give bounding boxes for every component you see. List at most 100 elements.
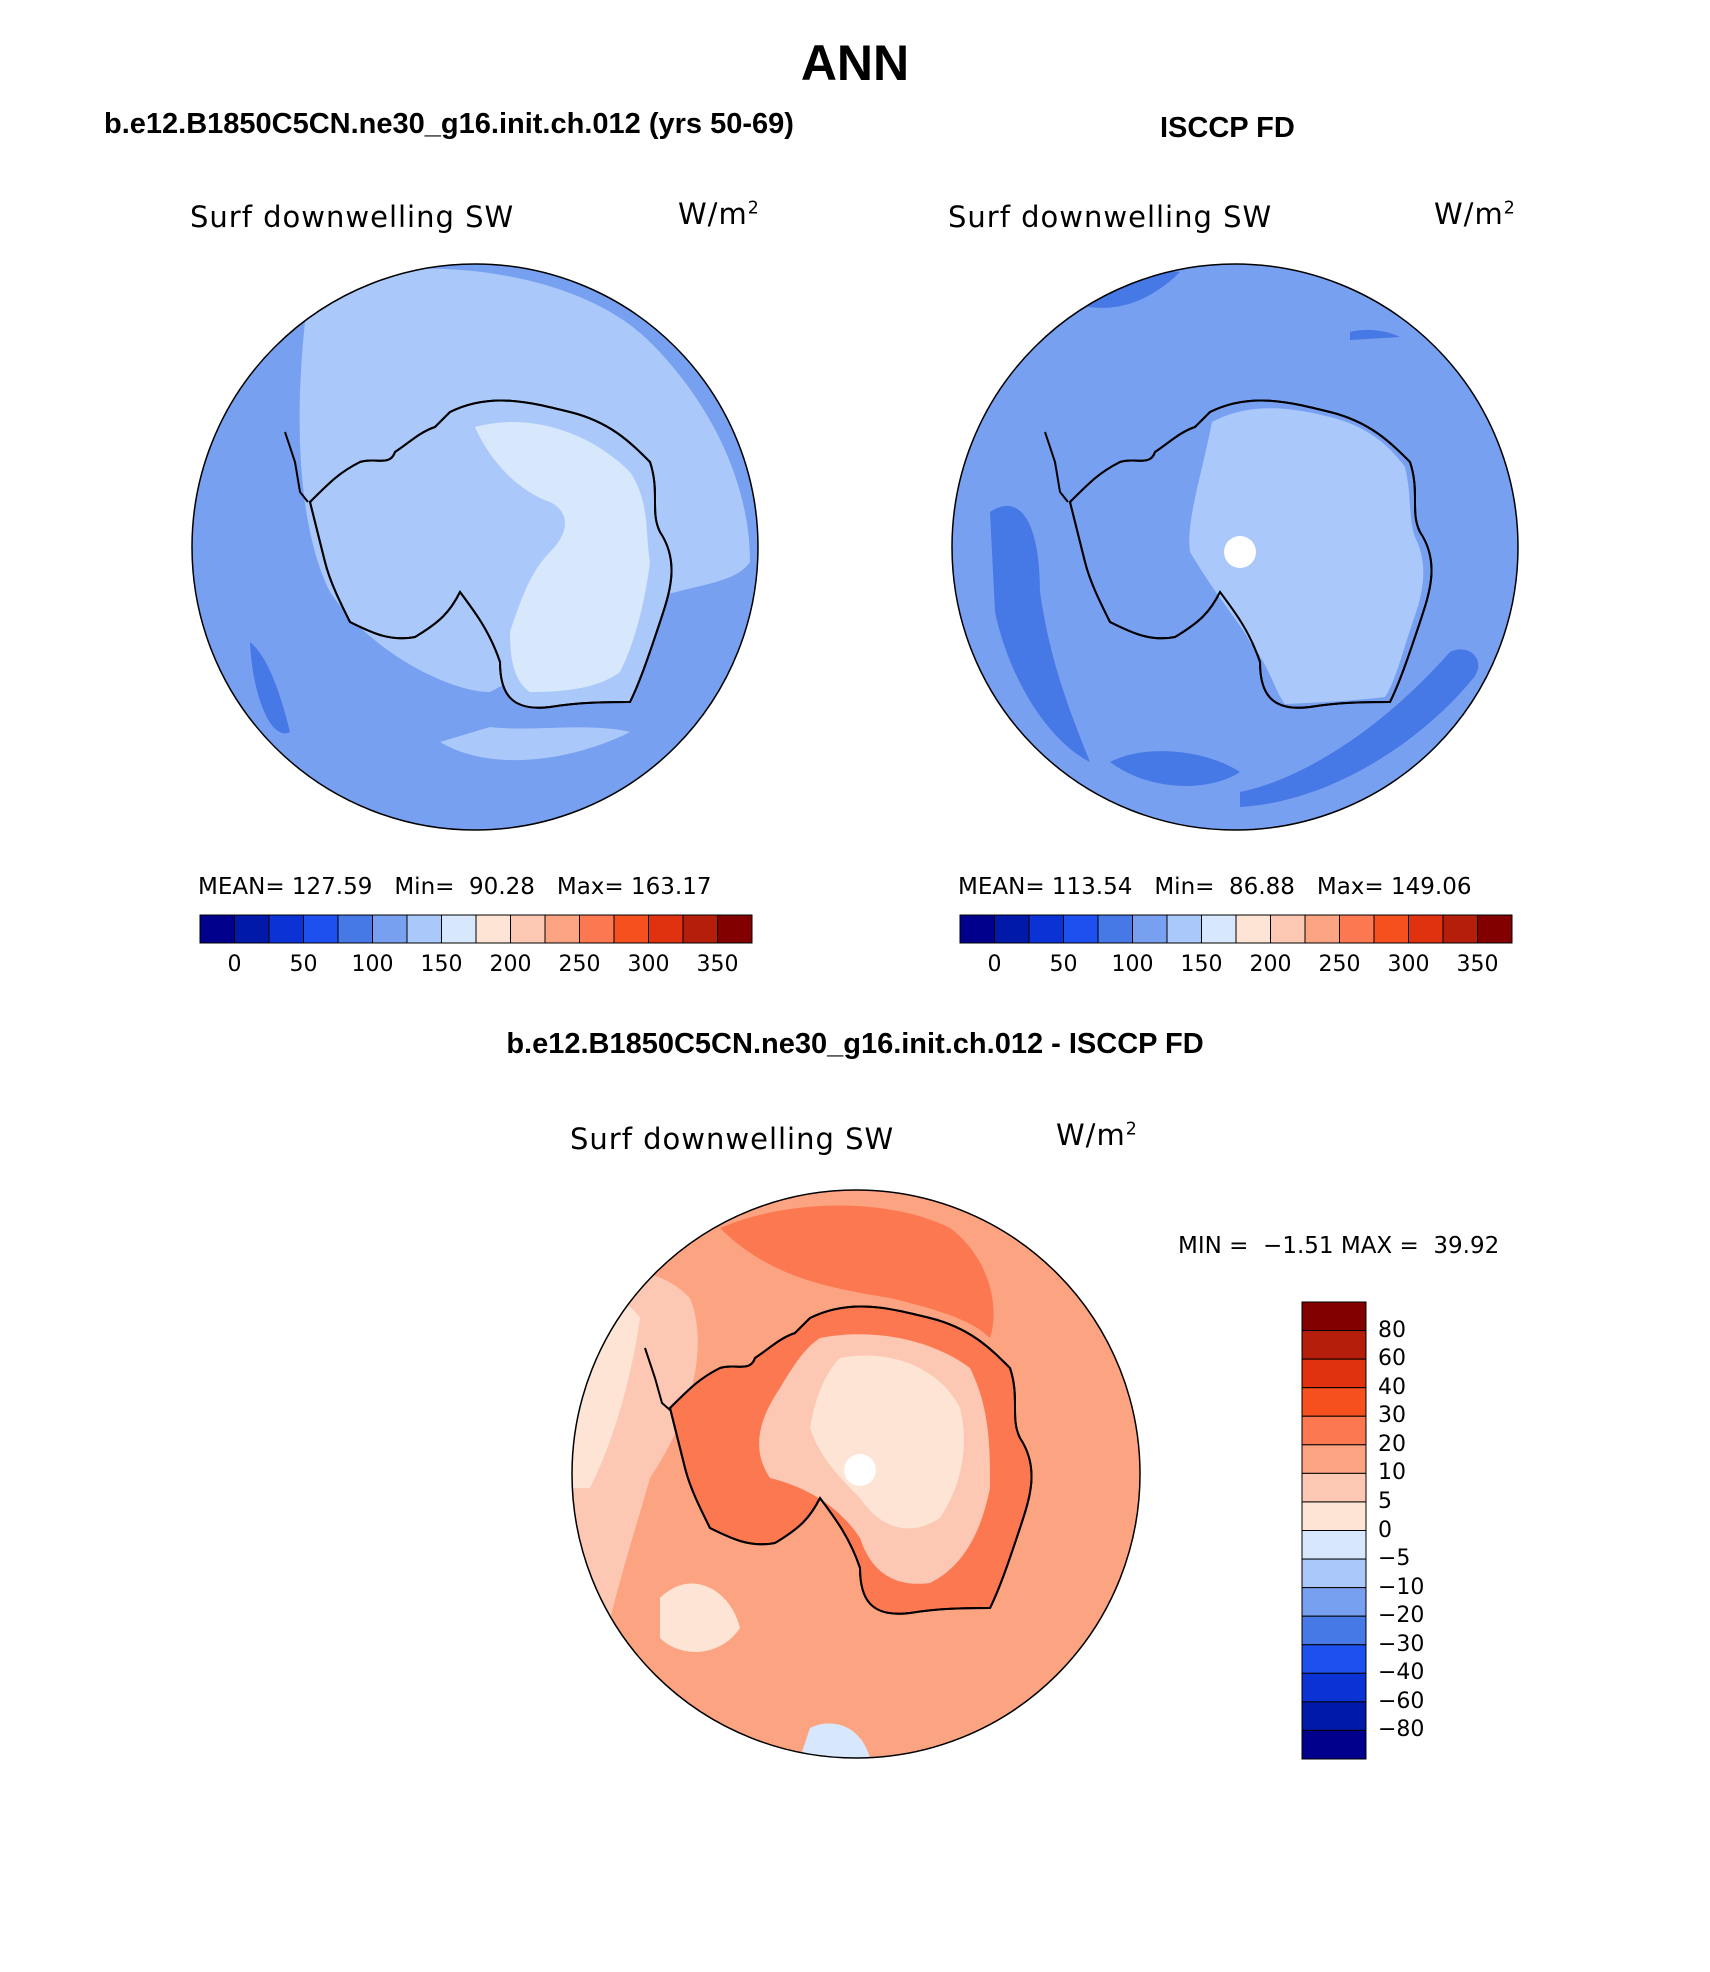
diff-colorbar-tick-label: 10 bbox=[1378, 1460, 1406, 1486]
diff-colorbar-swatch bbox=[1301, 1587, 1367, 1617]
model-colorbar-swatch bbox=[579, 914, 615, 944]
model-map bbox=[191, 263, 759, 831]
diff-colorbar-tick-label: −5 bbox=[1378, 1546, 1411, 1572]
obs-colorbar-tick-label: 200 bbox=[1249, 952, 1292, 977]
obs-colorbar-swatch bbox=[1235, 914, 1271, 944]
model-colorbar-swatch bbox=[682, 914, 718, 944]
obs-colorbar-tick-label: 100 bbox=[1111, 952, 1154, 977]
obs-colorbar-swatch bbox=[994, 914, 1030, 944]
obs-colorbar bbox=[959, 914, 1513, 944]
model-colorbar-swatch bbox=[613, 914, 649, 944]
diff-colorbar-swatch bbox=[1301, 1301, 1367, 1332]
obs-colorbar-tick-label: 150 bbox=[1180, 952, 1223, 977]
obs-colorbar-swatch bbox=[1408, 914, 1444, 944]
model-colorbar-swatch bbox=[372, 914, 408, 944]
diff-colorbar-ticks: 80 60 40 30 20 10 5 0 −5 −10 −20 −30 −40 −60 −80 bbox=[1378, 1302, 1458, 1761]
diff-colorbar-swatch bbox=[1301, 1558, 1367, 1589]
model-colorbar-swatch bbox=[510, 914, 546, 944]
model-colorbar-swatch bbox=[406, 914, 442, 944]
diff-colorbar-swatch bbox=[1301, 1701, 1367, 1731]
diff-colorbar-tick-label: −30 bbox=[1378, 1631, 1425, 1657]
obs-colorbar-swatch bbox=[1373, 914, 1409, 944]
diff-colorbar-tick-label: 60 bbox=[1378, 1346, 1406, 1372]
obs-colorbar-tick-label: 300 bbox=[1387, 952, 1430, 977]
obs-colorbar-swatch bbox=[1477, 914, 1513, 944]
model-interior-high bbox=[475, 422, 650, 692]
diff-colorbar-swatch bbox=[1301, 1415, 1367, 1446]
diff-heading: b.e12.B1850C5CN.ne30_g16.init.ch.012 - I… bbox=[506, 1028, 1204, 1060]
diff-colorbar-tick-label: 30 bbox=[1378, 1403, 1406, 1429]
model-colorbar-swatch bbox=[337, 914, 373, 944]
obs-colorbar-swatch bbox=[1028, 914, 1064, 944]
obs-pole-hole bbox=[1224, 536, 1256, 568]
model-colorbar-tick-label: 150 bbox=[420, 952, 463, 977]
obs-dark-west bbox=[990, 505, 1090, 762]
obs-heading: ISCCP FD bbox=[1160, 112, 1295, 144]
obs-colorbar-tick-label: 0 bbox=[987, 952, 1002, 977]
diff-colorbar-tick-label: −20 bbox=[1378, 1603, 1425, 1629]
model-colorbar-ticks: 0 50 100 150 200 250 300 350 bbox=[200, 952, 752, 982]
diff-colorbar-swatch bbox=[1301, 1387, 1367, 1417]
diff-strong-north bbox=[720, 1205, 994, 1338]
obs-map-boundary bbox=[951, 263, 1519, 831]
model-colorbar-swatch bbox=[303, 914, 339, 944]
model-stats: MEAN= 127.59 Min= 90.28 Max= 163.17 bbox=[198, 874, 712, 900]
obs-colorbar-swatch bbox=[1304, 914, 1340, 944]
model-colorbar-swatch bbox=[475, 914, 511, 944]
obs-interior-mid bbox=[1189, 408, 1424, 704]
obs-colorbar-swatch bbox=[1132, 914, 1168, 944]
obs-colorbar-swatch bbox=[1063, 914, 1099, 944]
diff-colorbar-tick-label: 5 bbox=[1378, 1488, 1392, 1514]
model-colorbar-swatch bbox=[199, 914, 235, 944]
diff-colorbar-swatch bbox=[1301, 1501, 1367, 1531]
diff-stats: MIN = −1.51 MAX = 39.92 bbox=[1178, 1233, 1500, 1259]
model-variable-label: Surf downwelling SW bbox=[190, 200, 515, 234]
diff-colorbar-swatch bbox=[1301, 1330, 1367, 1360]
obs-stats: MEAN= 113.54 Min= 86.88 Max= 149.06 bbox=[958, 874, 1472, 900]
diff-colorbar-swatch bbox=[1301, 1472, 1367, 1503]
diff-units-label: W/m2 bbox=[1056, 1118, 1138, 1152]
model-units-label: W/m2 bbox=[678, 197, 760, 231]
diff-colorbar-tick-label: −60 bbox=[1378, 1688, 1425, 1714]
obs-map bbox=[951, 263, 1519, 831]
model-colorbar-swatch bbox=[234, 914, 270, 944]
model-colorbar-tick-label: 300 bbox=[627, 952, 670, 977]
obs-colorbar-swatch bbox=[1442, 914, 1478, 944]
diff-map-boundary bbox=[571, 1189, 1141, 1759]
diff-variable-label: Surf downwelling SW bbox=[570, 1122, 895, 1156]
obs-colorbar-swatch bbox=[1201, 914, 1237, 944]
figure-title: ANN bbox=[800, 35, 910, 91]
diff-colorbar-tick-label: 0 bbox=[1378, 1517, 1392, 1543]
obs-colorbar-tick-label: 350 bbox=[1456, 952, 1499, 977]
model-colorbar-tick-label: 0 bbox=[227, 952, 242, 977]
obs-dark-east bbox=[1240, 649, 1479, 807]
diff-colorbar-swatch bbox=[1301, 1672, 1367, 1703]
diff-colorbar-tick-label: 20 bbox=[1378, 1431, 1406, 1457]
diff-colorbar-swatch bbox=[1301, 1615, 1367, 1646]
obs-colorbar-tick-label: 250 bbox=[1318, 952, 1361, 977]
diff-colorbar-swatch bbox=[1301, 1729, 1367, 1760]
obs-variable-label: Surf downwelling SW bbox=[948, 200, 1273, 234]
model-colorbar-tick-label: 100 bbox=[351, 952, 394, 977]
diff-colorbar-tick-label: 40 bbox=[1378, 1374, 1406, 1400]
obs-colorbar-swatch bbox=[1339, 914, 1375, 944]
diff-pole-hole bbox=[844, 1454, 876, 1486]
model-colorbar-swatch bbox=[717, 914, 753, 944]
diff-colorbar-swatch bbox=[1301, 1644, 1367, 1674]
model-colorbar-swatch bbox=[544, 914, 580, 944]
model-colorbar-tick-label: 250 bbox=[558, 952, 601, 977]
model-colorbar-swatch bbox=[441, 914, 477, 944]
model-colorbar-swatch bbox=[648, 914, 684, 944]
diff-colorbar-swatch bbox=[1301, 1530, 1367, 1560]
diff-map bbox=[571, 1189, 1141, 1759]
diff-colorbar-tick-label: 80 bbox=[1378, 1317, 1406, 1343]
obs-colorbar-swatch bbox=[1270, 914, 1306, 944]
model-colorbar-tick-label: 50 bbox=[289, 952, 318, 977]
model-colorbar-tick-label: 350 bbox=[696, 952, 739, 977]
model-colorbar bbox=[199, 914, 753, 944]
model-colorbar-tick-label: 200 bbox=[489, 952, 532, 977]
model-map-boundary bbox=[191, 263, 759, 831]
diff-colorbar-tick-label: −10 bbox=[1378, 1574, 1425, 1600]
diff-colorbar bbox=[1301, 1301, 1367, 1760]
diff-colorbar-swatch bbox=[1301, 1358, 1367, 1389]
